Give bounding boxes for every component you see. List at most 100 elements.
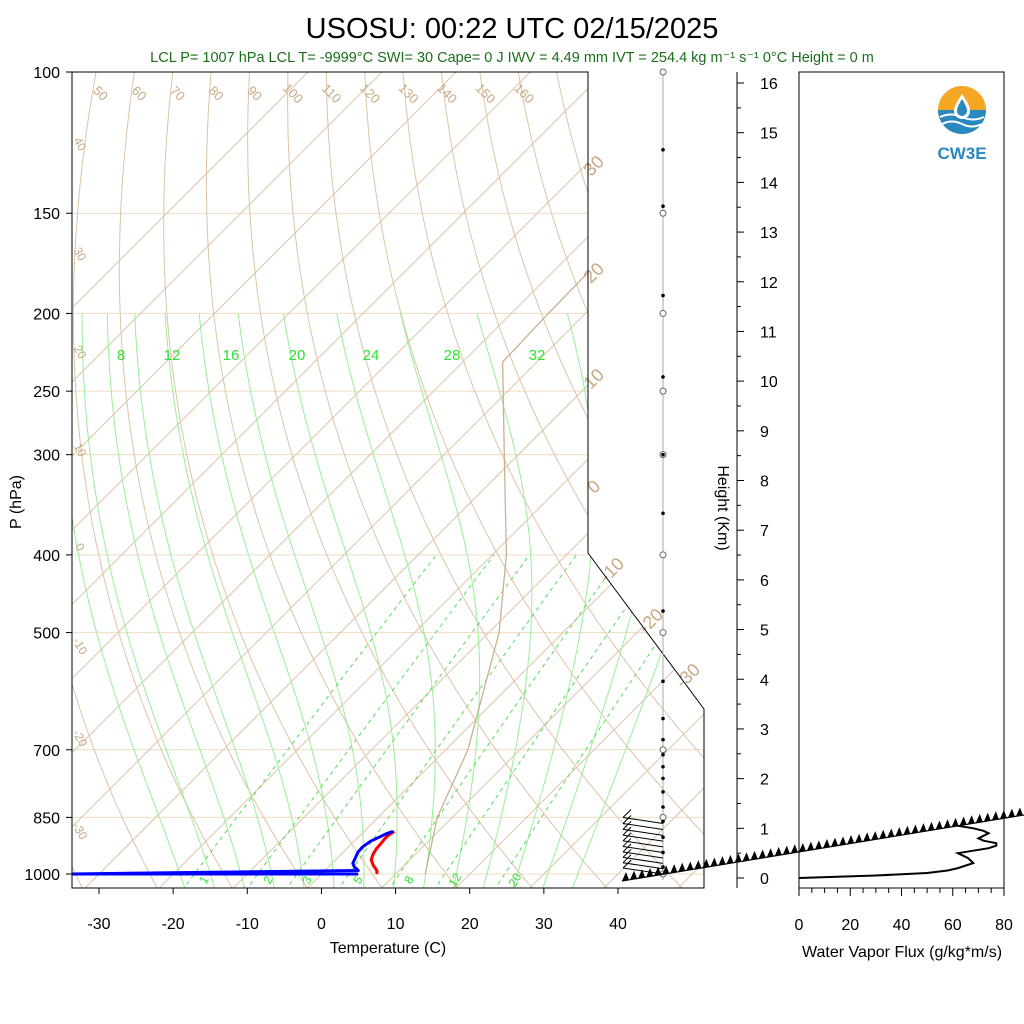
wind-barb-flag: [967, 815, 975, 825]
wind-staff-dot: [661, 716, 665, 721]
flux-tick-label: 20: [841, 917, 859, 934]
moist-adiabat-label: 24: [363, 347, 380, 364]
chart-title: USOSU: 00:22 UTC 02/15/2025: [306, 13, 719, 45]
wind-barb-flag: [758, 849, 766, 859]
dry-adiabat-line: [118, 72, 310, 888]
isotherm-label-right: 0: [583, 476, 604, 497]
wind-barb-flag: [911, 824, 919, 834]
wind-barb-flag: [798, 842, 806, 852]
wind-barb-flag: [919, 823, 927, 833]
dry-adiabat-line: [205, 72, 460, 888]
wind-barb-flag: [871, 831, 879, 841]
flux-axis-label: Water Vapor Flux (g/kg*m/s): [802, 944, 1002, 961]
dry-adiabat-label: 120: [357, 80, 383, 106]
x-tick-label: 40: [609, 916, 627, 933]
dry-adiabat-line: [864, 72, 1024, 891]
dry-adiabat-line: [72, 72, 160, 888]
y-tick-label: 100: [33, 65, 60, 82]
x-tick-label: 30: [535, 916, 553, 933]
dry-adiabat-line: [364, 72, 704, 888]
y-tick-label: 150: [33, 206, 60, 223]
wind-barb-flag: [879, 829, 887, 839]
skewt-frame: [71, 71, 705, 889]
dry-adiabat-line: [594, 72, 704, 888]
moist-adiabat-label: 8: [117, 347, 125, 364]
wind-barb-flag: [686, 861, 694, 871]
isotherm-label-right: 30: [580, 152, 608, 180]
moist-adiabat-line: [164, 313, 305, 888]
wind-staff-barb-flag: [622, 826, 632, 836]
wind-barb-flag: [935, 820, 943, 830]
wind-staff-barb-flag: [622, 815, 632, 824]
wind-barb-staff: [621, 814, 1024, 882]
wind-staff-dot: [661, 511, 665, 516]
wind-barb-flag: [662, 865, 670, 875]
height-tick-label: 2: [760, 772, 769, 789]
isotherm-label-left: -30: [70, 820, 91, 842]
height-tick-label: 4: [760, 672, 769, 689]
height-tick-label: 14: [760, 175, 778, 192]
wind-staff-barb: [622, 816, 664, 824]
isotherm-line: [72, 72, 457, 888]
dry-adiabat-line: [325, 72, 686, 888]
wind-barb-flag: [622, 872, 629, 881]
moist-adiabat-label: 20: [289, 347, 306, 364]
wind-barb-flag: [983, 812, 991, 822]
skewt-axes: -30 -20 -10 0 10 20 30 401001502002503004005007…: [24, 65, 627, 933]
moist-adiabat-line: [106, 313, 246, 888]
flux-tick-label: 0: [795, 917, 804, 934]
wind-barb-flag: [694, 860, 702, 870]
wind-staff-dot: [661, 737, 665, 742]
dry-adiabat-line: [440, 72, 704, 888]
isotherm-line: [84, 72, 704, 888]
y-tick-label: 250: [33, 384, 60, 401]
wind-staff-level-circle: [659, 746, 667, 754]
isotherm-line: [72, 72, 605, 888]
temperature-profile-line: [369, 830, 396, 875]
isotherm-line: [529, 72, 704, 888]
wind-staff-dot: [661, 790, 665, 794]
isotherm-line: [72, 72, 383, 888]
wind-staff-barb-flag: [622, 832, 632, 842]
dry-adiabat-label: 130: [396, 80, 422, 106]
wind-barb-flag: [654, 866, 662, 876]
wind-staff-dot: [661, 375, 665, 379]
height-tick-label: 16: [760, 76, 778, 93]
dry-adiabat-label: 70: [167, 83, 188, 104]
wind-barb-flag: [975, 813, 983, 823]
isotherm-label-left: 20: [71, 343, 90, 362]
isotherm-line: [381, 72, 704, 888]
dry-adiabat-line: [287, 72, 611, 888]
wind-staff-dot: [661, 764, 665, 769]
wind-barb-flag: [750, 850, 758, 860]
wind-barb-flag: [766, 848, 774, 858]
moist-adiabat-line: [72, 313, 187, 888]
moist-adiabat-label: 32: [529, 347, 546, 364]
wind-staff-barb-flag: [622, 843, 632, 853]
wind-staff-dot: [661, 819, 665, 824]
y-tick-label: 500: [33, 626, 60, 643]
height-tick-label: 10: [760, 374, 778, 391]
dry-adiabat-line: [402, 72, 704, 888]
wind-staff-barb: [622, 834, 664, 842]
wind-staff-dot: [661, 147, 665, 152]
dry-adiabat-line: [787, 72, 1024, 891]
isotherm-line: [307, 72, 704, 888]
wind-barb-flag: [959, 816, 967, 826]
wind-barb-flag: [887, 828, 895, 838]
mixing-ratio-line: [284, 554, 530, 888]
wind-barb-flag: [847, 835, 855, 845]
wind-staff-dot: [661, 679, 665, 684]
wind-barb-flag: [742, 852, 750, 862]
dewpoint-profile-line: [72, 829, 394, 876]
mixing-ratio-line: [181, 554, 437, 888]
dry-adiabat-line: [710, 72, 1024, 891]
wind-barb-flag: [702, 858, 710, 868]
wind-staff-barb-flag: [622, 821, 632, 830]
dry-adiabat-line: [748, 72, 1024, 891]
dry-adiabat-label: 160: [511, 80, 537, 106]
dry-adiabat-line: [247, 72, 536, 888]
wind-staff-dot: [661, 776, 665, 781]
dry-adiabat-line: [902, 72, 1024, 891]
